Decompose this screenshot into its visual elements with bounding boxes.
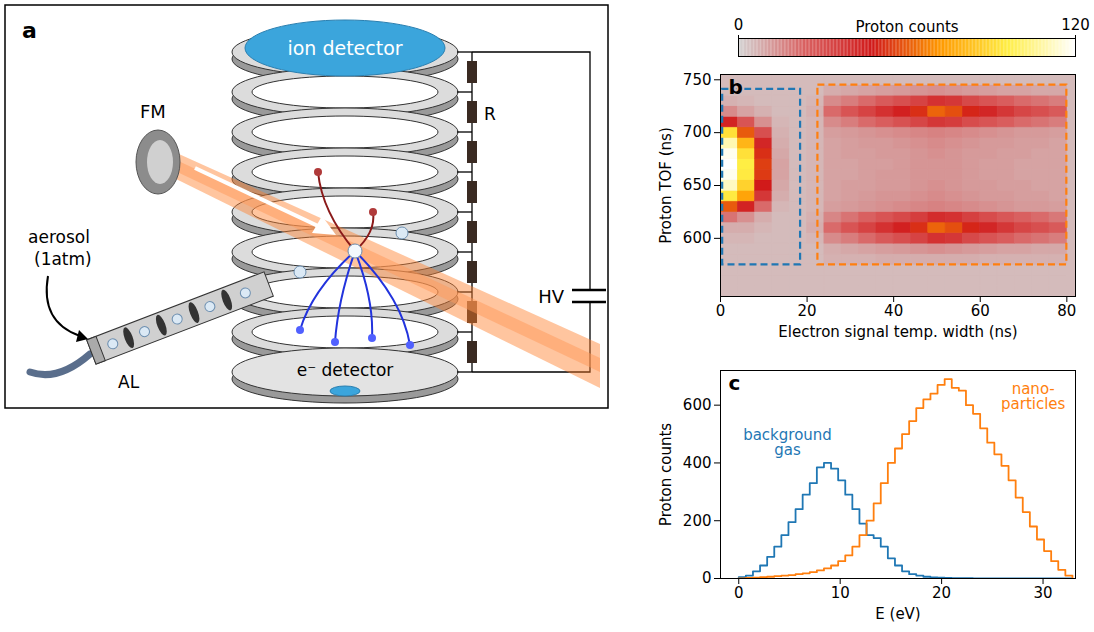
svg-text:R: R	[484, 104, 496, 124]
svg-text:Electron signal temp. width (n: Electron signal temp. width (ns)	[778, 323, 1017, 341]
svg-text:Proton counts: Proton counts	[855, 18, 958, 36]
svg-text:a: a	[22, 18, 37, 43]
svg-text:10: 10	[831, 584, 850, 602]
svg-text:b: b	[729, 75, 743, 99]
svg-text:20: 20	[932, 584, 951, 602]
svg-text:650: 650	[683, 176, 712, 194]
svg-text:e⁻ detector: e⁻ detector	[297, 360, 394, 380]
svg-text:0: 0	[716, 302, 726, 320]
svg-text:E (eV): E (eV)	[875, 605, 920, 623]
svg-text:40: 40	[884, 302, 903, 320]
svg-text:600: 600	[683, 229, 712, 247]
svg-text:600: 600	[683, 396, 712, 414]
svg-text:120: 120	[1061, 16, 1090, 34]
svg-text:Proton TOF (ns): Proton TOF (ns)	[657, 127, 675, 244]
svg-text:400: 400	[683, 454, 712, 472]
svg-text:0: 0	[702, 569, 712, 587]
svg-text:c: c	[729, 371, 741, 395]
svg-text:AL: AL	[118, 372, 140, 392]
svg-text:aerosol: aerosol	[28, 227, 90, 247]
svg-text:nano-particles: nano-particles	[1001, 380, 1066, 413]
svg-text:200: 200	[683, 512, 712, 530]
svg-text:30: 30	[1033, 584, 1052, 602]
svg-text:80: 80	[1057, 302, 1076, 320]
svg-text:(1atm): (1atm)	[34, 249, 92, 269]
svg-text:60: 60	[971, 302, 990, 320]
svg-text:HV: HV	[538, 286, 565, 307]
svg-text:Proton counts: Proton counts	[657, 423, 675, 526]
svg-text:750: 750	[683, 71, 712, 89]
svg-text:FM: FM	[140, 101, 166, 122]
svg-text:0: 0	[734, 16, 744, 34]
svg-text:ion detector: ion detector	[287, 37, 402, 59]
svg-text:700: 700	[683, 123, 712, 141]
svg-text:20: 20	[798, 302, 817, 320]
svg-text:0: 0	[734, 584, 744, 602]
svg-text:backgroundgas: backgroundgas	[743, 426, 832, 459]
